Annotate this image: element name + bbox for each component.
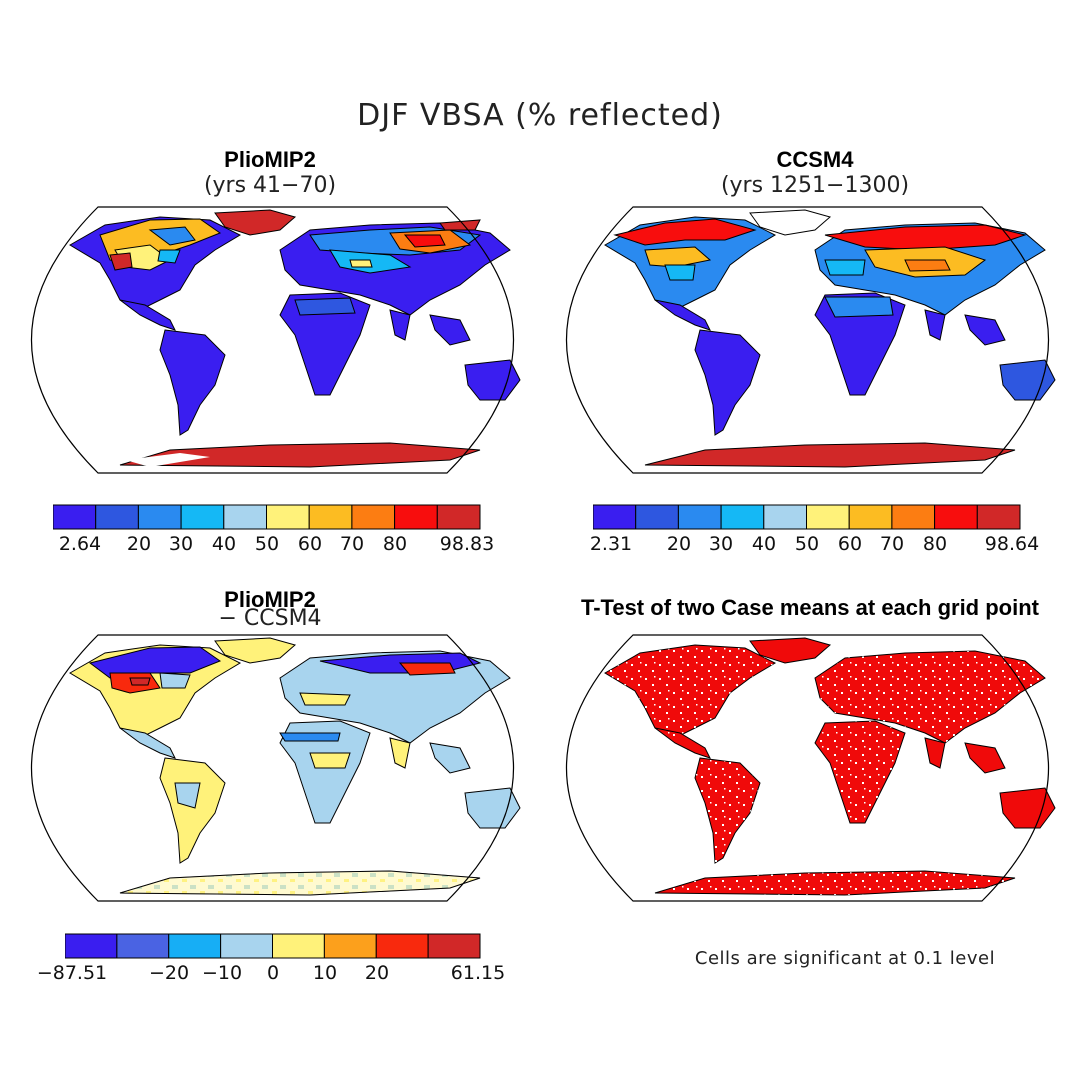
panel4-title: T-Test of two Case means at each grid po…	[580, 595, 1039, 620]
significance-note: Cells are significant at 0.1 level	[694, 948, 996, 969]
panel2-colorbar	[593, 504, 1021, 530]
colorbar-swatch	[323, 933, 377, 959]
colorbar-swatch	[848, 504, 893, 530]
colorbar-swatch	[351, 504, 396, 530]
cb3-tick: −20	[148, 962, 190, 984]
panel3-title: PlioMIP2	[224, 587, 316, 612]
colorbar-swatch	[394, 504, 438, 530]
colorbar-swatch	[137, 504, 182, 530]
cb1-tick: 98.83	[439, 533, 495, 555]
cb1-tick: 20	[126, 533, 152, 555]
map-land	[604, 209, 1056, 468]
colorbar-swatch	[95, 504, 139, 530]
cb2-tick: 98.64	[984, 533, 1040, 555]
panel3-colorbar	[65, 933, 481, 959]
colorbar-swatch	[220, 933, 274, 959]
colorbar-swatch	[720, 504, 765, 530]
colorbar-swatch	[763, 504, 808, 530]
colorbar-swatch	[65, 933, 118, 959]
map-land	[69, 637, 521, 896]
colorbar-swatch	[53, 504, 97, 530]
cb3-tick: 61.15	[450, 962, 506, 984]
colorbar-swatch	[427, 933, 481, 959]
cb2-tick: 40	[751, 533, 777, 555]
colorbar-swatch	[976, 504, 1021, 530]
colorbar-swatch	[436, 504, 481, 530]
cb2-tick: 2.31	[589, 533, 633, 555]
cb3-tick: −87.51	[36, 962, 108, 984]
colorbar-swatch	[272, 933, 325, 959]
significance-speckle	[605, 645, 1045, 895]
colorbar-swatch	[116, 933, 170, 959]
cb1-tick: 70	[339, 533, 365, 555]
panel2-subtitle: (yrs 1251−1300)	[720, 173, 910, 198]
colorbar-swatch	[891, 504, 936, 530]
panel2-title: CCSM4	[776, 147, 854, 172]
cb2-tick: 60	[837, 533, 863, 555]
panel3-map	[31, 634, 521, 902]
cb1-tick: 80	[382, 533, 408, 555]
cb3-tick: 10	[312, 962, 338, 984]
panel2-map	[566, 206, 1056, 474]
cb3-tick: −10	[201, 962, 243, 984]
map-outline	[31, 634, 514, 902]
panel1-subtitle: (yrs 41−70)	[203, 173, 337, 198]
colorbar-swatch	[677, 504, 722, 530]
cb2-tick: 30	[708, 533, 734, 555]
colorbar-swatch	[223, 504, 268, 530]
map-land	[69, 209, 521, 468]
panel1-map	[31, 206, 521, 474]
cb2-tick: 50	[794, 533, 820, 555]
colorbar-swatch	[593, 504, 637, 530]
panel4-map	[566, 634, 1056, 902]
panel1-title: PlioMIP2	[224, 147, 316, 172]
cb1-tick: 60	[297, 533, 323, 555]
colorbar-swatch	[934, 504, 978, 530]
cb3-tick: 0	[266, 962, 280, 984]
map-outline	[566, 206, 1049, 474]
cb2-tick: 20	[666, 533, 692, 555]
cb3-tick: 20	[364, 962, 390, 984]
cb1-tick: 2.64	[58, 533, 102, 555]
colorbar-swatch	[168, 933, 222, 959]
cb1-tick: 40	[211, 533, 237, 555]
colorbar-swatch	[806, 504, 850, 530]
cb2-tick: 80	[922, 533, 948, 555]
map-outline	[566, 634, 1049, 902]
cb1-tick: 30	[168, 533, 194, 555]
panel1-colorbar	[53, 504, 481, 530]
cb2-tick: 70	[879, 533, 905, 555]
panel3-subtitle: − CCSM4	[218, 606, 322, 631]
figure-title: DJF VBSA (% reflected)	[357, 98, 723, 133]
cb1-tick: 50	[254, 533, 280, 555]
colorbar-swatch	[635, 504, 679, 530]
colorbar-swatch	[266, 504, 310, 530]
colorbar-swatch	[308, 504, 353, 530]
map-outline	[31, 206, 514, 474]
colorbar-swatch	[375, 933, 429, 959]
colorbar-swatch	[180, 504, 225, 530]
